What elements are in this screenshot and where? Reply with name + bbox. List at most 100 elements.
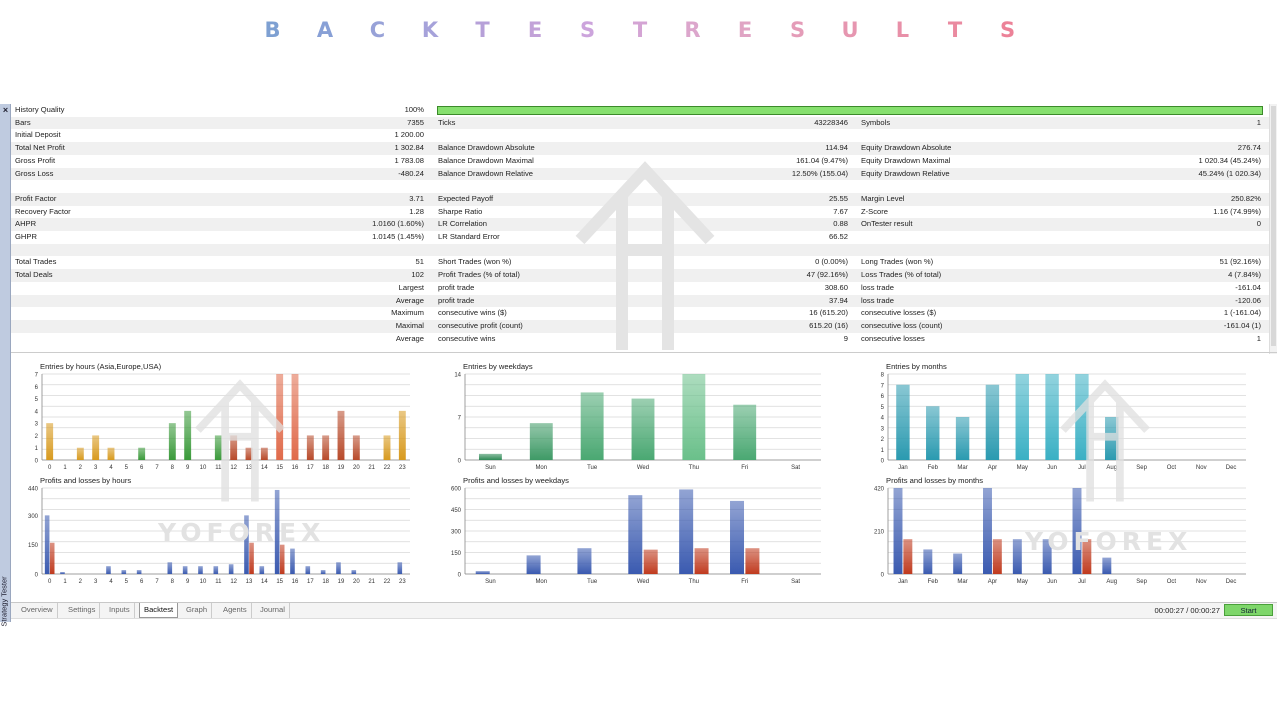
bar [529,423,553,460]
close-icon[interactable]: × [2,105,9,115]
vertical-scrollbar[interactable] [1269,104,1277,354]
strategy-tester-sidebar: × Strategy Tester [0,104,11,627]
x-tick-label: Jul [1078,579,1086,585]
logo-watermark-icon [195,379,285,502]
stats-row: Total Trades 51 Short Trades (won %) 0 (0.0… [11,256,1269,269]
stat-label: Z-Score [861,206,889,216]
stat-label: GHPR [15,232,37,241]
stat-value: -480.24 [398,168,424,178]
stat-label: Expected Payoff [438,193,494,203]
stat-value: -120.06 [1235,295,1261,305]
x-tick-label: Nov [1196,465,1207,471]
profit-bar [320,570,326,574]
stat-label: Gross Loss [15,168,54,178]
stat-label: Balance Drawdown Relative [438,168,533,178]
profit-bar [1102,557,1112,574]
banner-letter: L [895,18,910,42]
stat-value: 1.16 (74.99%) [1213,206,1261,216]
sidebar-vertical-label: Strategy Tester [0,576,9,627]
bar [926,406,940,460]
profit-bar [1072,488,1082,574]
stat-label: Ticks [438,117,456,127]
stat-value: Average [395,295,424,305]
stat-value: Average [395,333,424,343]
y-tick-label: 4 [881,416,885,422]
stat-label: Equity Drawdown Relative [861,168,950,178]
bar [92,435,100,460]
y-tick-label: 440 [28,487,39,493]
y-tick-label: 3 [881,426,885,432]
bar [478,453,502,460]
bar [580,392,604,460]
stat-value: 37.94 [828,295,848,305]
stat-label: Balance Drawdown Maximal [438,155,534,165]
stat-value: 114.94 [825,143,848,153]
x-tick-label: 19 [338,579,345,585]
bar [631,398,655,460]
x-tick-label: 18 [322,465,329,471]
x-tick-label: Jan [898,465,908,471]
tab-overview[interactable]: Overview [17,603,58,618]
x-tick-label: Jun [1047,579,1057,585]
x-tick-label: 16 [292,579,299,585]
stat-label: Long Trades (won %) [861,257,934,267]
tab-settings[interactable]: Settings [64,603,101,618]
banner-letter: T [947,18,963,42]
x-tick-label: 13 [246,465,253,471]
tab-graph[interactable]: Graph [182,603,213,618]
x-tick-label: 16 [292,465,299,471]
tab-inputs[interactable]: Inputs [105,603,135,618]
y-tick-label: 7 [35,373,39,379]
stat-value: 9 [843,333,848,343]
stat-label: consecutive wins ($) [438,308,507,318]
x-tick-label: Wed [637,579,649,585]
loss-bar [279,544,285,574]
bar [260,447,268,460]
profit-bar [106,566,111,574]
x-tick-label: Oct [1167,579,1177,585]
x-tick-label: 17 [307,465,314,471]
chart: Profits and losses by hours 0 150 300 440 0 1 2… [28,476,418,588]
y-tick-label: 2 [881,437,885,443]
x-tick-label: Aug [1106,579,1117,585]
stats-row: Largest profit trade 308.60 loss trade -161.… [11,282,1269,295]
y-tick-label: 0 [35,573,39,579]
bar [46,423,54,460]
x-tick-label: 3 [94,465,98,471]
bar [291,374,299,460]
x-tick-label: 21 [368,579,375,585]
bar [352,435,360,460]
scrollbar-thumb[interactable] [1271,106,1276,346]
stat-value: -161.04 (1) [1223,320,1261,330]
banner-letter: K [421,18,439,42]
chart-title: Entries by hours (Asia,Europe,USA) [40,362,162,371]
chart-svg: 0 210 420 Jan Feb Mar Apr May Jun Jul Aug Sep Oct Nov… [874,487,1246,585]
stat-value: 3.71 [409,193,424,203]
stat-label: Equity Drawdown Maximal [861,155,951,165]
loss-bar [1082,539,1092,574]
start-button[interactable]: Start [1224,604,1273,616]
x-tick-label: 15 [276,465,283,471]
profit-bar [526,555,541,574]
profit-bar [290,548,295,574]
loss-bar [745,548,760,574]
x-tick-label: Sat [791,579,800,585]
x-tick-label: Sep [1136,579,1147,585]
tab-backtest[interactable]: Backtest [139,603,179,618]
y-tick-label: 0 [881,459,885,465]
loss-bar [694,548,709,574]
x-tick-label: 1 [63,579,67,585]
y-tick-label: 420 [874,487,885,493]
x-tick-label: Tue [587,465,598,471]
y-tick-label: 8 [881,373,885,379]
x-tick-label: 6 [140,465,144,471]
profit-bar [167,562,173,574]
stat-label: Loss Trades (% of total) [861,270,942,280]
y-tick-label: 600 [451,487,462,493]
profit-bar [893,488,903,574]
tab-agents[interactable]: Agents [219,603,252,618]
stat-label: OnTester result [861,219,913,229]
banner-letter: T [632,18,648,42]
stat-label: consecutive profit (count) [438,320,523,330]
tab-journal[interactable]: Journal [256,603,290,618]
